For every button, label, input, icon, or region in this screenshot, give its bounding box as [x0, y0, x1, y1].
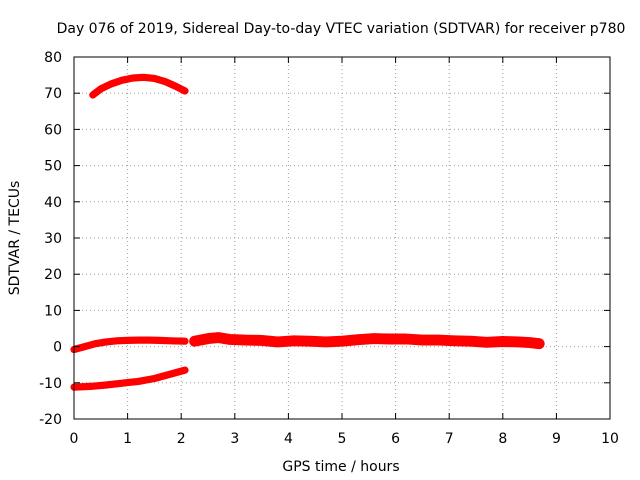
y-tick-label: 30	[44, 231, 62, 247]
x-axis-label: GPS time / hours	[282, 459, 399, 475]
x-tick-labels: 0 1 2 3 4 5 6 7 8 9 10	[70, 431, 619, 447]
x-tick-label: 6	[391, 431, 400, 447]
data-series	[70, 73, 545, 391]
y-tick-label: 10	[44, 303, 62, 319]
y-tick-label: 80	[44, 50, 62, 66]
axis-ticks	[73, 56, 611, 420]
x-tick-label: 4	[284, 431, 293, 447]
x-tick-label: 0	[70, 431, 79, 447]
x-tick-label: 8	[498, 431, 507, 447]
y-tick-label: 20	[44, 267, 62, 283]
x-tick-label: 3	[230, 431, 239, 447]
series-2-line	[70, 336, 189, 354]
x-tick-label: 9	[552, 431, 561, 447]
grid-lines	[74, 57, 610, 419]
x-tick-label: 7	[445, 431, 454, 447]
series-1-line	[89, 73, 189, 99]
x-tick-label: 5	[338, 431, 347, 447]
chart-title: Day 076 of 2019, Sidereal Day-to-day VTE…	[57, 21, 626, 37]
x-tick-label: 10	[601, 431, 619, 447]
y-tick-label: 50	[44, 159, 62, 175]
y-tick-label: 70	[44, 86, 62, 102]
y-tick-label: 60	[44, 122, 62, 138]
y-tick-labels: -20 -10 0 10 20 30 40 50 60 70 80	[39, 50, 62, 428]
x-tick-label: 2	[177, 431, 186, 447]
y-tick-label: 0	[53, 340, 62, 356]
series-4-line	[189, 332, 545, 350]
y-tick-label: 40	[44, 195, 62, 211]
y-tick-label: -10	[39, 376, 62, 392]
y-axis-label: SDTVAR / TECUs	[7, 181, 23, 296]
y-tick-label: -20	[39, 412, 62, 428]
x-tick-label: 1	[123, 431, 132, 447]
series-3-line	[70, 366, 189, 391]
